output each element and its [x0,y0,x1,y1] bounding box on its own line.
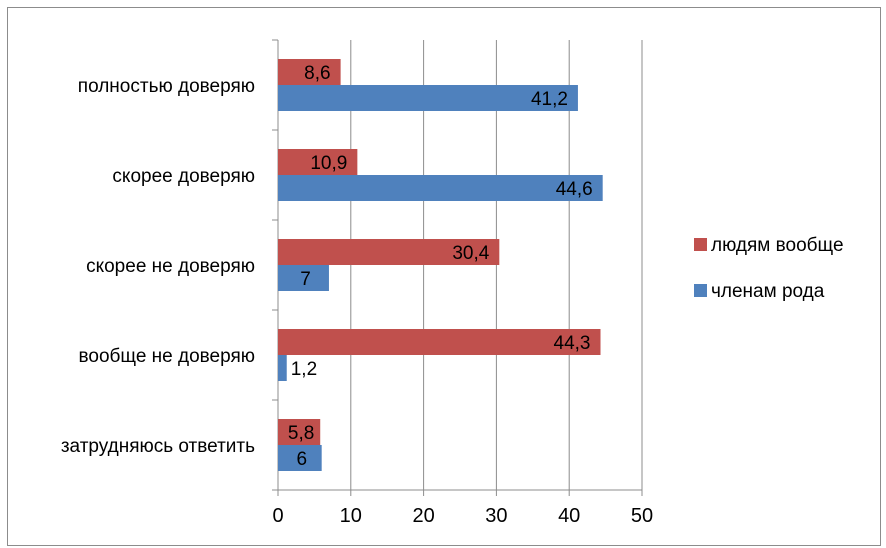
data-label: 41,2 [531,89,568,110]
category-label: скорее доверяю [112,166,255,187]
legend-label: членам рода [711,281,825,302]
bar-clan-members [278,445,322,471]
bar-people-in-general [278,149,358,175]
x-tick-label: 0 [272,505,283,527]
bar-people-in-general [278,239,500,265]
bars [278,59,603,471]
bar-clan-members [278,175,603,201]
data-label: 30,4 [452,243,489,264]
legend-swatch [694,238,707,251]
bar-people-in-general [278,329,601,355]
category-label: затрудняюсь ответить [61,436,255,457]
data-label: 44,3 [554,333,591,354]
bar-people-in-general [278,59,341,85]
legend-swatch [694,284,707,297]
data-label: 8,6 [304,63,330,84]
bar-clan-members [278,355,287,381]
category-label: полностью доверяю [78,76,255,97]
x-tick-label: 50 [631,505,653,527]
legend-label: людям вообще [711,235,844,256]
bar-people-in-general [278,419,321,445]
x-tick-label: 40 [558,505,580,527]
data-labels: 8,6 41,2 10,9 44,6 30,4 7 44,3 1,2 5,8 6 [288,63,593,470]
category-labels: полностью доверяю скорее доверяю скорее не… [61,76,255,457]
data-label: 5,8 [288,423,314,444]
data-label: 1,2 [291,359,317,380]
bar-clan-members [278,85,578,111]
data-label: 7 [300,269,311,290]
data-label: 44,6 [556,179,593,200]
category-label: вообще не доверяю [79,346,256,367]
bar-clan-members [278,265,329,291]
x-tick-label: 20 [412,505,434,527]
legend: людям вообще членам рода [694,235,844,302]
tick-labels: 0 10 20 30 40 50 [272,505,653,527]
data-label: 10,9 [310,153,347,174]
data-label: 6 [297,449,308,470]
category-label: скорее не доверяю [86,256,255,277]
x-tick-label: 10 [340,505,362,527]
x-tick-label: 30 [485,505,507,527]
